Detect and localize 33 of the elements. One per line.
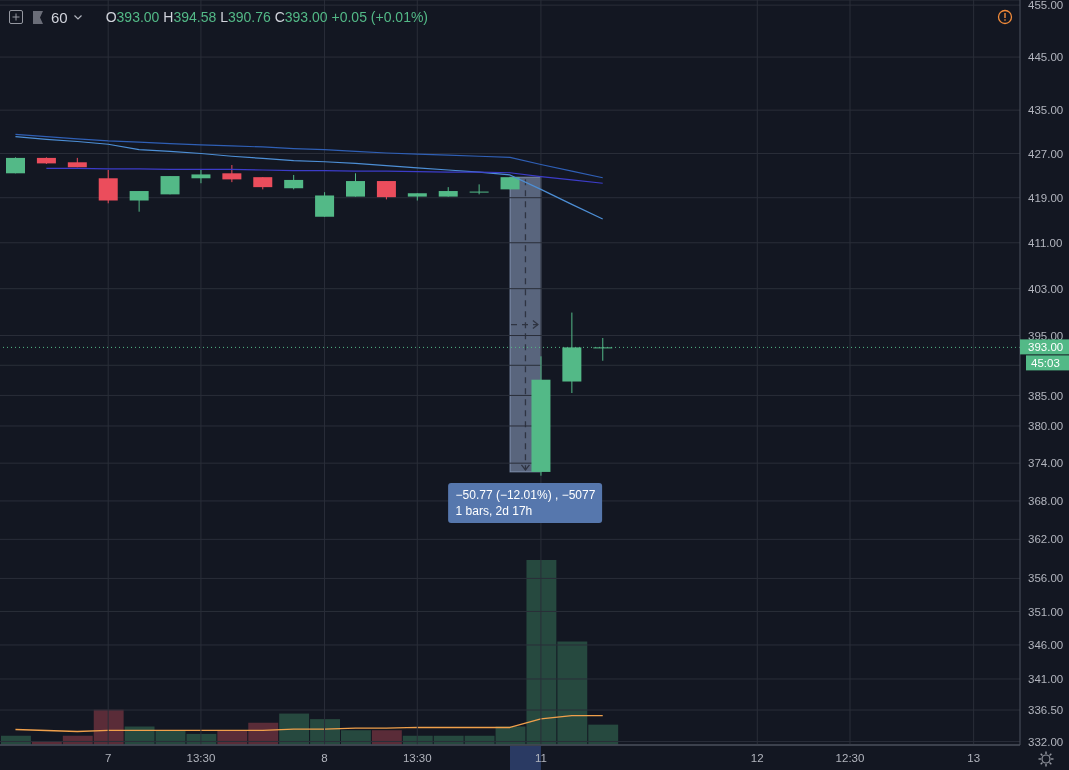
y-tick-label: 362.00 bbox=[1028, 533, 1064, 546]
y-tick-label: 419.00 bbox=[1028, 191, 1064, 204]
annotation: −50.77 (−12.01%) , −5077 bbox=[455, 487, 596, 502]
y-tick-label: 374.00 bbox=[1028, 457, 1064, 470]
y-tick-label: 356.00 bbox=[1028, 572, 1064, 585]
x-tick-label: 13:30 bbox=[402, 752, 432, 764]
y-tick-label: 368.00 bbox=[1028, 495, 1064, 508]
text: 60 bbox=[51, 8, 68, 26]
x-tick-label: 13 bbox=[967, 752, 981, 764]
y-tick-label: 403.00 bbox=[1028, 282, 1064, 295]
y-tick-label: 332.00 bbox=[1028, 735, 1064, 748]
x-tick-label: 7 bbox=[104, 752, 112, 764]
x-tick-label: 8 bbox=[321, 752, 328, 764]
y-tick-label: 445.00 bbox=[1028, 51, 1064, 64]
y-tick-label: 346.00 bbox=[1028, 639, 1064, 652]
ref-line-label: 393.00 bbox=[1028, 341, 1064, 354]
y-tick-label: 336.50 bbox=[1028, 704, 1064, 717]
y-tick-label: 411.00 bbox=[1028, 236, 1063, 249]
x-tick-label: 12:30 bbox=[835, 752, 865, 764]
y-tick-label: 395.00 bbox=[1028, 329, 1064, 342]
y-tick-label: 385.00 bbox=[1028, 389, 1064, 402]
x-tick-label: 12 bbox=[750, 752, 764, 764]
y-tick-label: 435.00 bbox=[1028, 104, 1064, 117]
text: 45:03 bbox=[1031, 356, 1060, 369]
x-tick-label: 13:30 bbox=[186, 752, 216, 764]
y-tick-label: 455.00 bbox=[1028, 0, 1064, 12]
annotation: 1 bars, 2d 17h bbox=[455, 503, 533, 518]
x-tick-label: 11 bbox=[534, 752, 547, 764]
y-tick-label: 427.00 bbox=[1028, 147, 1064, 160]
text: O393.00 H394.58 L390.76 C393.00 +0.05 (+0.01%) bbox=[105, 9, 429, 25]
y-tick-label: 341.00 bbox=[1028, 673, 1064, 686]
y-tick-label: 380.00 bbox=[1028, 420, 1064, 433]
y-tick-label: 351.00 bbox=[1028, 605, 1064, 618]
